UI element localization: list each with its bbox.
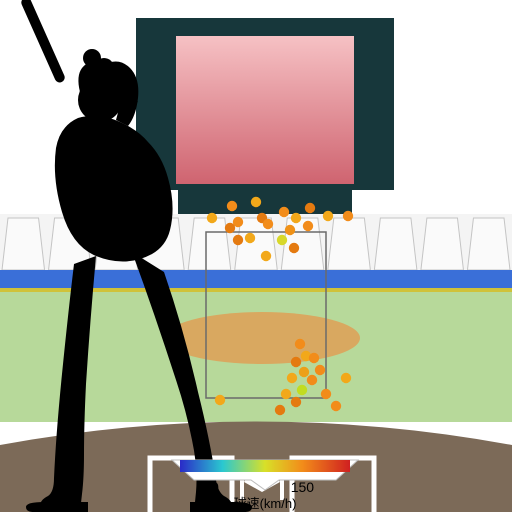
pitch-marker [261,251,271,261]
colorbar-tick: 100 [196,479,220,495]
colorbar-label: 球速(km/h) [234,496,297,511]
pitch-marker [287,373,297,383]
pitch-marker [225,223,235,233]
pitch-marker [207,213,217,223]
colorbar-tick: 150 [291,479,315,495]
pitch-marker [281,389,291,399]
pitch-marker [309,353,319,363]
pitch-marker [285,225,295,235]
colorbar-gradient [180,460,350,472]
pitch-marker [315,365,325,375]
pitch-marker [297,385,307,395]
pitch-marker [299,367,309,377]
pitch-marker [291,397,301,407]
pitch-marker [291,213,301,223]
pitch-marker [263,219,273,229]
pitch-marker [277,235,287,245]
pitch-marker [279,207,289,217]
pitch-marker [245,233,255,243]
pitch-marker [323,211,333,221]
pitch-marker [343,211,353,221]
pitch-marker [321,389,331,399]
pitch-marker [275,405,285,415]
pitch-marker [303,221,313,231]
scoreboard-screen [176,36,354,184]
pitch-marker [227,201,237,211]
pitch-marker [295,339,305,349]
pitch-marker [305,203,315,213]
pitch-marker [251,197,261,207]
pitch-marker [341,373,351,383]
pitch-marker [233,235,243,245]
pitch-marker [291,357,301,367]
pitch-marker [215,395,225,405]
pitch-marker [307,375,317,385]
pitch-marker [331,401,341,411]
pitch-marker [289,243,299,253]
